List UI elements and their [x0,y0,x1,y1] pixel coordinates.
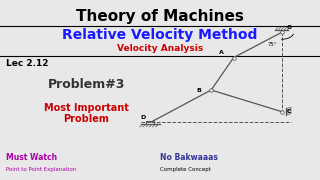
Text: A: A [219,50,224,55]
Text: No Bakwaaas: No Bakwaaas [160,153,218,162]
Text: Theory of Machines: Theory of Machines [76,9,244,24]
Text: B: B [197,87,202,93]
Text: Point to Point Explanation: Point to Point Explanation [6,167,77,172]
Text: Relative Velocity Method: Relative Velocity Method [62,28,258,42]
Bar [146,121,154,124]
Text: 75°: 75° [267,42,277,47]
Text: Most Important
Problem: Most Important Problem [44,103,129,124]
Text: Lec 2.12: Lec 2.12 [6,58,49,68]
Text: Problem#3: Problem#3 [48,78,125,91]
Text: Velocity Analysis: Velocity Analysis [117,44,203,53]
Text: Must Watch: Must Watch [6,153,58,162]
Text: C: C [286,109,291,114]
Text: O: O [286,25,292,30]
Text: D: D [140,115,146,120]
Text: Complete Concept: Complete Concept [160,167,211,172]
